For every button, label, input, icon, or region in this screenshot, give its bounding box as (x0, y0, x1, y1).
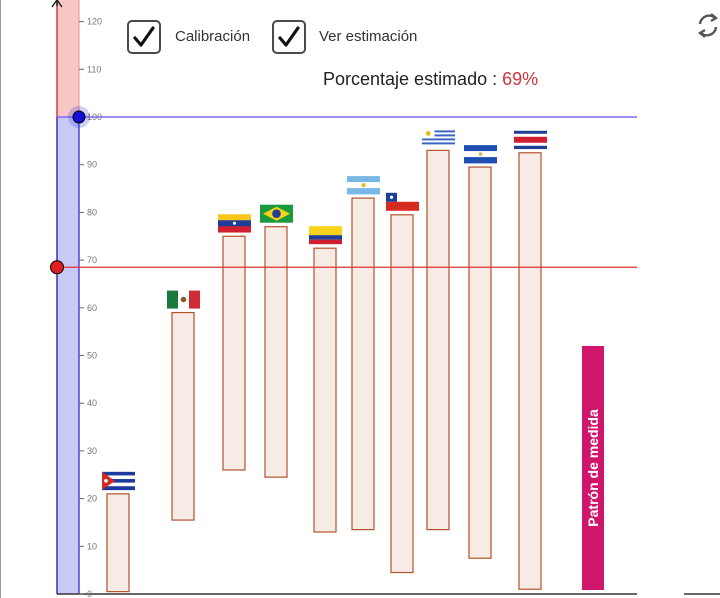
uruguay-flag (422, 128, 455, 147)
calibration-point[interactable] (72, 110, 86, 124)
show-estimate-checkbox[interactable] (272, 20, 306, 54)
bar-costa-rica (518, 152, 542, 590)
show-estimate-label: Ver estimación (319, 28, 418, 45)
estimate-label: Porcentaje estimado : (323, 69, 498, 89)
y-tick-label: 80 (87, 207, 97, 217)
bar-brazil (264, 226, 288, 478)
costa-rica-flag (514, 130, 547, 150)
brazil-flag (260, 204, 293, 223)
estimate-point[interactable] (50, 260, 64, 275)
y-tick-label: 10 (87, 541, 97, 551)
calibration-label: Calibración (175, 28, 251, 45)
y-axis-arrow (51, 0, 63, 8)
y-tick-label: 60 (87, 303, 97, 313)
bar-uruguay (426, 149, 450, 531)
y-tick-label: 0 (87, 589, 92, 598)
y-tick-label: 50 (87, 351, 97, 361)
pattern-bar-label: Patrón de medida (585, 409, 601, 527)
y-tick-label: 120 (87, 17, 102, 27)
bar-mexico (171, 311, 195, 521)
y-tick-label: 70 (87, 255, 97, 265)
venezuela-flag (218, 214, 251, 233)
bar-cuba (106, 493, 130, 593)
pattern-bar (582, 345, 604, 590)
y-tick-label: 40 (87, 398, 97, 408)
check-icon (133, 26, 155, 47)
y-tick-label: 110 (87, 64, 101, 74)
y-tick-label: 90 (87, 160, 97, 170)
bar-argentina (351, 197, 375, 531)
calibration-checkbox[interactable] (127, 20, 161, 54)
cuba-flag (102, 471, 135, 491)
estimate-value: 69% (502, 69, 539, 89)
axis-upper-band (57, 0, 79, 117)
refresh-icon[interactable] (694, 10, 720, 40)
y-tick-label: 30 (87, 446, 97, 456)
estimate-readout: Porcentaje estimado : 69% (323, 69, 538, 90)
mexico-flag (167, 290, 200, 309)
argentina-flag (347, 176, 380, 195)
axis-lower-band (57, 117, 79, 594)
el-salvador-flag (464, 145, 497, 164)
frame-border (0, 0, 1, 598)
y-tick-label: 20 (87, 494, 97, 504)
bar-el-salvador (468, 166, 492, 559)
bar-colombia (313, 247, 337, 533)
chile-flag (386, 192, 419, 211)
calibration-point-halo (68, 106, 90, 128)
y-tick-label: 100 (87, 112, 102, 122)
bar-venezuela (222, 235, 246, 471)
colombia-flag (309, 226, 342, 245)
bar-chile (390, 214, 414, 574)
check-icon (278, 26, 300, 47)
